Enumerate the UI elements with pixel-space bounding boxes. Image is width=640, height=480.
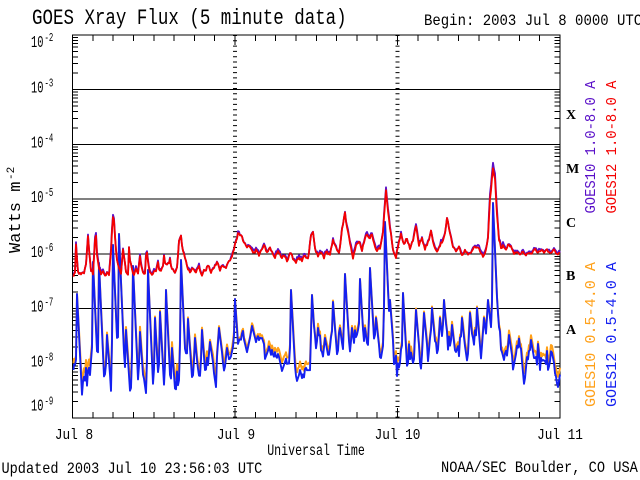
svg-text:Begin: 2003 Jul 8 0000 UTC: Begin: 2003 Jul 8 0000 UTC [424,11,640,30]
svg-text:Jul 11: Jul 11 [537,427,583,444]
svg-text:-5: -5 [44,186,53,199]
svg-text:Jul 9: Jul 9 [217,427,255,444]
svg-text:10: 10 [31,134,43,153]
svg-text:-2: -2 [44,31,53,44]
svg-text:10: 10 [31,34,43,53]
svg-text:-8: -8 [44,351,53,364]
svg-text:GOES10 1.0-8.0 A: GOES10 1.0-8.0 A [584,80,600,213]
svg-text:10: 10 [31,189,43,208]
svg-text:10: 10 [31,298,43,317]
svg-text:GOES10 0.5-4.0 A: GOES10 0.5-4.0 A [584,262,600,407]
svg-text:NOAA/SEC Boulder, CO USA: NOAA/SEC Boulder, CO USA [441,460,638,477]
svg-text:-6: -6 [44,241,53,254]
svg-text:-3: -3 [44,77,53,90]
svg-text:M: M [566,162,579,177]
svg-text:GOES Xray Flux (5 minute data): GOES Xray Flux (5 minute data) [32,5,347,30]
svg-text:-2: -2 [6,167,18,180]
svg-text:10: 10 [31,79,43,98]
svg-text:Jul 8: Jul 8 [55,427,93,444]
svg-text:Universal Time: Universal Time [267,444,365,461]
svg-text:GOES12 1.0-8.0 A: GOES12 1.0-8.0 A [605,80,621,213]
svg-text:10: 10 [31,353,43,372]
svg-text:-7: -7 [44,296,53,309]
svg-text:Watts m: Watts m [7,182,26,253]
svg-text:-9: -9 [44,395,53,408]
svg-text:A: A [566,323,577,338]
svg-text:B: B [566,269,575,284]
svg-text:GOES12 0.5-4.0 A: GOES12 0.5-4.0 A [605,262,621,407]
svg-text:X: X [566,108,576,123]
svg-text:Updated 2003 Jul 10 23:56:03 U: Updated 2003 Jul 10 23:56:03 UTC [2,461,263,478]
svg-text:C: C [566,216,576,231]
svg-text:10: 10 [31,397,43,416]
svg-text:Jul 10: Jul 10 [375,427,421,444]
svg-text:-4: -4 [44,132,53,145]
svg-text:10: 10 [31,244,43,263]
